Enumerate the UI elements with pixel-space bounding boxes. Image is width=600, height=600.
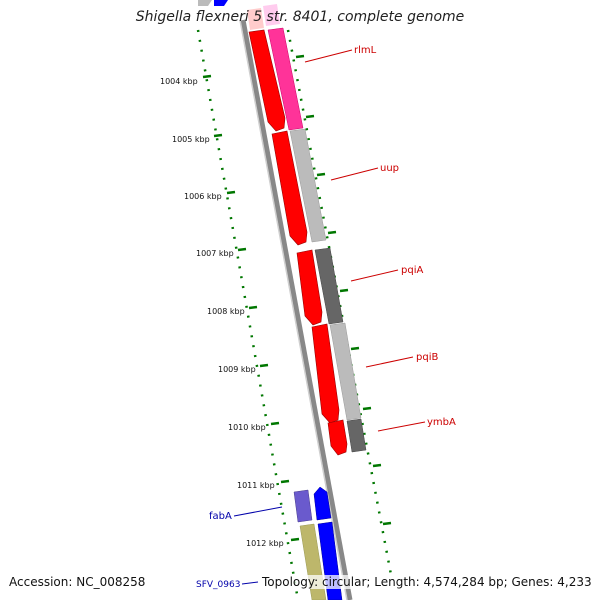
gene-ymbA-arrow <box>327 419 348 456</box>
tick-mark <box>305 114 315 119</box>
feature-top-blue <box>214 0 228 6</box>
backbone-ring-highlight <box>239 19 348 600</box>
inner-tick-marks <box>295 54 392 526</box>
tick-label-1008: 1008 kbp <box>207 307 245 316</box>
leader-uup <box>330 167 379 181</box>
leader-ymbA <box>377 421 426 432</box>
tick-mark <box>362 406 372 411</box>
tick-mark <box>382 521 392 526</box>
tick-label-1009: 1009 kbp <box>218 365 256 374</box>
leader-pqiA <box>350 269 399 282</box>
tick-mark <box>202 74 212 79</box>
tick-mark <box>270 421 280 426</box>
tick-mark <box>213 133 223 138</box>
tick-mark <box>372 463 382 468</box>
feature-blue-arrow <box>313 486 332 521</box>
feature-gray-light-1 <box>289 128 327 243</box>
tick-label-1011: 1011 kbp <box>237 481 275 490</box>
tick-label-1006: 1006 kbp <box>184 192 222 201</box>
gene-label-pqiA[interactable]: pqiA <box>401 265 423 276</box>
gene-fabA-feature <box>293 489 313 523</box>
genome-title: Shigella flexneri 5 str. 8401, complete … <box>135 9 465 25</box>
feature-gray-dark-1 <box>314 247 344 325</box>
tick-mark <box>280 479 290 484</box>
leader-pqiB <box>365 356 414 368</box>
feature-gray-dark-2 <box>346 418 367 453</box>
tick-mark <box>295 54 305 59</box>
tick-mark <box>237 247 247 252</box>
feature-magenta <box>267 27 304 131</box>
gene-label-SFV_0963[interactable]: SFV_0963 <box>196 580 240 590</box>
feature-pink-2 <box>263 4 280 26</box>
leader-rlmL <box>304 49 353 63</box>
backbone-ring <box>240 19 353 600</box>
tick-label-1005: 1005 kbp <box>172 135 210 144</box>
gene-rlmL-arrow <box>248 29 286 132</box>
tick-mark <box>327 230 337 235</box>
tick-mark <box>316 172 326 177</box>
gene-pqiB-arrow <box>311 323 340 424</box>
tick-mark <box>259 363 269 368</box>
gene-label-ymbA[interactable]: ymbA <box>427 417 456 428</box>
tick-mark <box>226 190 236 195</box>
tick-mark <box>350 346 360 351</box>
tick-mark <box>248 305 258 310</box>
feature-gray-light-2 <box>329 322 362 421</box>
tick-mark <box>290 537 300 542</box>
gene-uup-arrow <box>271 130 308 246</box>
tick-label-1012: 1012 kbp <box>246 539 284 548</box>
gene-label-uup[interactable]: uup <box>380 163 399 174</box>
gene-label-fabA[interactable]: fabA <box>209 511 232 522</box>
tick-label-1004: 1004 kbp <box>160 77 198 86</box>
tick-label-1010: 1010 kbp <box>228 423 266 432</box>
tick-marks <box>202 74 300 542</box>
genome-summary: Topology: circular; Length: 4,574,284 bp… <box>262 575 592 589</box>
gene-label-pqiB[interactable]: pqiB <box>416 352 438 363</box>
leader-SFV_0963 <box>241 581 259 585</box>
accession-label: Accession: NC_008258 <box>9 575 146 589</box>
tick-label-1007: 1007 kbp <box>196 249 234 258</box>
gene-pqiA-arrow <box>296 249 323 326</box>
leader-fabA <box>233 506 283 517</box>
feature-pink <box>247 8 264 30</box>
gene-label-rlmL[interactable]: rlmL <box>354 45 377 56</box>
tick-mark <box>339 288 349 293</box>
feature-top-gray <box>198 0 212 6</box>
